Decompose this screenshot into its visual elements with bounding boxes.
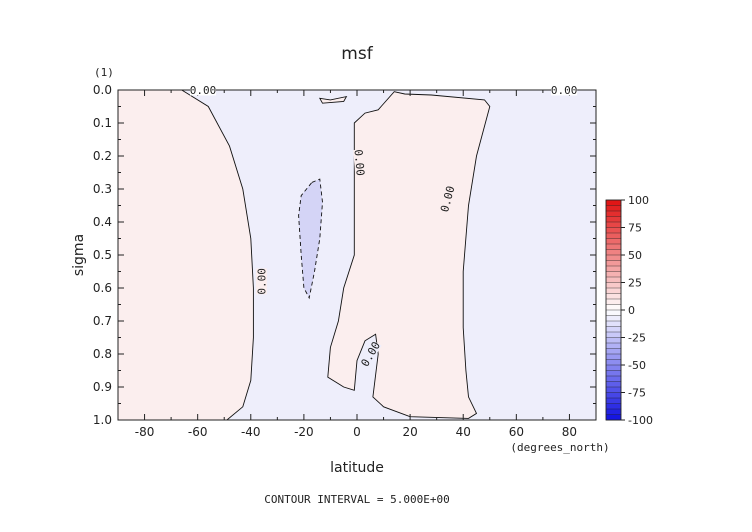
negative-region-3 bbox=[298, 178, 323, 300]
y-tick-label: 0.2 bbox=[93, 149, 112, 163]
colorbar-tick-label: -75 bbox=[628, 387, 646, 400]
y-tick-label: 0.0 bbox=[93, 83, 112, 97]
contour-label-bg bbox=[255, 268, 267, 295]
colorbar-segment bbox=[605, 397, 622, 404]
x-tick-label: 20 bbox=[402, 425, 417, 439]
colorbar-segment bbox=[605, 254, 622, 261]
y-units-label: (1) bbox=[94, 66, 114, 79]
x-tick-label: 40 bbox=[456, 425, 471, 439]
colorbar-segment bbox=[605, 337, 622, 344]
colorbar-segment bbox=[605, 243, 622, 250]
colorbar-segment bbox=[605, 271, 622, 278]
contour-label: 0.00 bbox=[190, 84, 217, 97]
contour-label: 0.00 bbox=[255, 268, 268, 295]
colorbar-tick-label: 50 bbox=[628, 249, 642, 262]
colorbar-tick-label: 100 bbox=[628, 194, 649, 207]
colorbar-segment bbox=[605, 249, 622, 256]
colorbar-segment bbox=[605, 309, 622, 316]
contour-label-group: 0.00 bbox=[551, 84, 578, 97]
colorbar-segment bbox=[605, 342, 622, 349]
colorbar-segment bbox=[605, 282, 622, 289]
colorbar-segment bbox=[605, 348, 622, 355]
x-tick-label: -40 bbox=[241, 425, 261, 439]
contour-label-bg bbox=[190, 84, 216, 96]
colorbar-segment bbox=[605, 403, 622, 410]
colorbar-segment bbox=[605, 304, 622, 311]
colorbar-segment bbox=[605, 315, 622, 322]
x-tick-label: 60 bbox=[509, 425, 524, 439]
contour-label: 0.00 bbox=[551, 84, 578, 97]
colorbar-segment bbox=[605, 298, 622, 305]
contour-label-group: 0.00 bbox=[352, 149, 367, 177]
y-tick-label: 0.1 bbox=[93, 116, 112, 130]
colorbar-segment bbox=[605, 216, 622, 223]
colorbar-segment bbox=[605, 260, 622, 267]
colorbar-segment bbox=[605, 392, 622, 399]
colorbar-tick-label: -50 bbox=[628, 359, 646, 372]
colorbar-segment bbox=[605, 364, 622, 371]
colorbar-tick-label: 75 bbox=[628, 222, 642, 235]
colorbar-segment bbox=[605, 370, 622, 377]
contour-interval-footer: CONTOUR INTERVAL = 5.000E+00 bbox=[264, 493, 449, 506]
colorbar-segment bbox=[605, 326, 622, 333]
colorbar-segment bbox=[605, 221, 622, 228]
y-tick-label: 0.7 bbox=[93, 314, 112, 328]
colorbar-segment bbox=[605, 276, 622, 283]
colorbar-segment bbox=[605, 353, 622, 360]
colorbar-segment bbox=[605, 199, 622, 206]
colorbar-segment bbox=[605, 386, 622, 393]
colorbar-segment bbox=[605, 320, 622, 327]
x-tick-label: -20 bbox=[294, 425, 314, 439]
contour-label-bg bbox=[438, 184, 456, 213]
contour-label-group: 0.00 bbox=[190, 84, 217, 97]
x-units-label: (degrees_north) bbox=[510, 441, 609, 454]
colorbar-segment bbox=[605, 381, 622, 388]
colorbar-segment bbox=[605, 232, 622, 239]
colorbar-segment bbox=[605, 359, 622, 366]
plot-area: -80 -60 -40 -20 0 20 40 60 80 0.0 0.1 0.2 0.3 0.4 0.5 0… bbox=[93, 83, 597, 439]
y-tick-label: 0.9 bbox=[93, 380, 112, 394]
y-axis-label: sigma bbox=[71, 234, 87, 276]
contour-label-bg bbox=[359, 339, 382, 369]
colorbar: 100 75 50 25 0 -25 -50 -75 -100 bbox=[605, 194, 653, 427]
colorbar-segment bbox=[605, 287, 622, 294]
colorbar-tick-label: 25 bbox=[628, 277, 642, 290]
colorbar-segment bbox=[605, 210, 622, 217]
colorbar-segment bbox=[605, 265, 622, 272]
colorbar-tick-label: 0 bbox=[628, 304, 635, 317]
x-tick-label: 0 bbox=[353, 425, 361, 439]
colorbar-tick-label: -100 bbox=[628, 414, 653, 427]
y-tick-label: 0.8 bbox=[93, 347, 112, 361]
x-tick-label: -60 bbox=[188, 425, 208, 439]
y-tick-label: 1.0 bbox=[93, 413, 112, 427]
contour-label-group: 0.00 bbox=[255, 268, 268, 295]
contour-label-bg bbox=[353, 149, 367, 177]
colorbar-segment bbox=[605, 293, 622, 300]
colorbar-segment bbox=[605, 375, 622, 382]
colorbar-segment bbox=[605, 227, 622, 234]
colorbar-segment bbox=[605, 205, 622, 212]
colorbar-tick-label: -25 bbox=[628, 332, 646, 345]
positive-region-1 bbox=[327, 91, 491, 419]
x-tick-label: 80 bbox=[562, 425, 577, 439]
positive-region-2 bbox=[318, 95, 348, 104]
colorbar-segment bbox=[605, 238, 622, 245]
colorbar-segment bbox=[605, 414, 622, 421]
colorbar-segment bbox=[605, 331, 622, 338]
chart-title: msf bbox=[341, 44, 373, 64]
contour-label: 0.00 bbox=[352, 149, 367, 177]
y-tick-label: 0.6 bbox=[93, 281, 112, 295]
colorbar-segment bbox=[605, 408, 622, 415]
y-tick-label: 0.4 bbox=[93, 215, 112, 229]
x-tick-label: -80 bbox=[135, 425, 155, 439]
y-tick-label: 0.5 bbox=[93, 248, 112, 262]
y-tick-label: 0.3 bbox=[93, 182, 112, 196]
x-axis-label: latitude bbox=[330, 460, 384, 476]
contour-label-bg bbox=[551, 84, 578, 96]
